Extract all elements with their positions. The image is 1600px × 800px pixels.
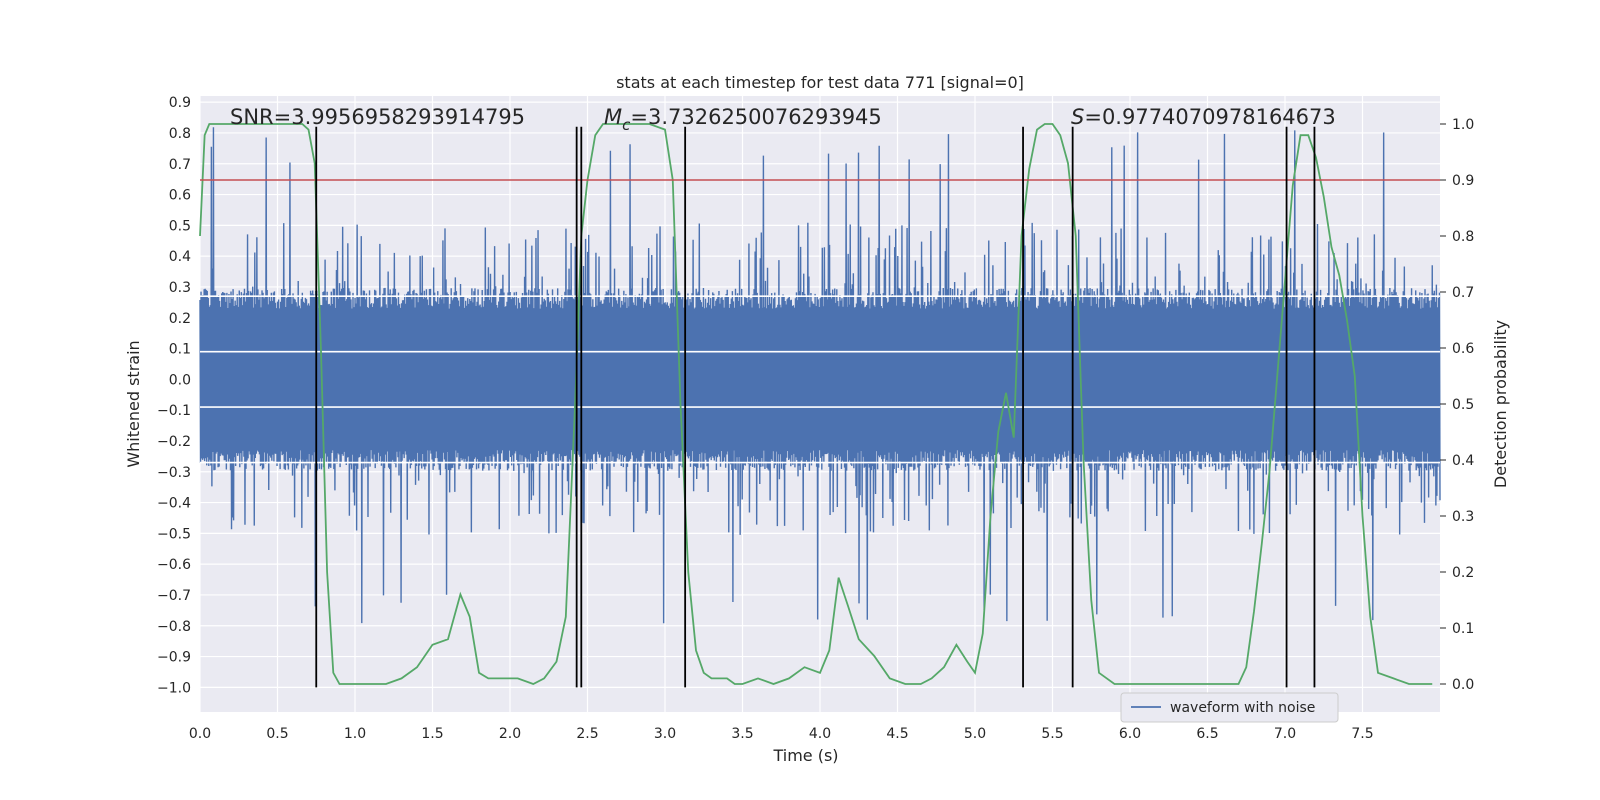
x-tick-label: 4.5 — [886, 726, 908, 742]
chart-title: stats at each timestep for test data 771… — [616, 73, 1024, 92]
x-axis-label: Time (s) — [772, 746, 838, 765]
y-tick-label: 0.4 — [169, 249, 191, 265]
y-tick-label: −0.5 — [157, 526, 191, 542]
y-axis-label: Whitened strain — [124, 340, 143, 467]
legend-label: waveform with noise — [1170, 700, 1315, 716]
y-tick-label: −0.1 — [157, 403, 191, 419]
y2-tick-label: 0.1 — [1452, 621, 1474, 637]
y-tick-label: 0.3 — [169, 280, 191, 296]
y2-tick-label: 0.2 — [1452, 565, 1474, 581]
y-tick-label: −0.4 — [157, 496, 191, 512]
y2-tick-label: 1.0 — [1452, 117, 1474, 133]
x-tick-label: 1.5 — [421, 726, 443, 742]
chirp-mass-value: =3.7326250076293945 — [630, 105, 881, 129]
y-tick-label: 0.6 — [169, 188, 191, 204]
y-tick-label: −0.9 — [157, 650, 191, 666]
x-tick-label: 7.5 — [1351, 726, 1373, 742]
y-tick-label: 0.0 — [169, 372, 191, 388]
x-tick-label: 2.5 — [576, 726, 598, 742]
overlay-grid — [200, 295, 1440, 464]
y2-ticks: 1.0 0.9 0.8 0.7 0.6 0.5 0.4 0.3 0.2 0.1 0.0 — [1440, 117, 1474, 693]
legend-box — [1120, 692, 1339, 723]
y2-tick-label: 0.0 — [1452, 677, 1474, 693]
y-tick-label: −0.7 — [157, 588, 191, 604]
y-tick-label: −0.3 — [157, 465, 191, 481]
chirp-mass-symbol: M — [604, 105, 622, 129]
chirp-mass-subscript: c — [622, 116, 631, 134]
probability-curve — [199, 123, 1433, 685]
x-tick-label: 6.0 — [1119, 726, 1141, 742]
y-tick-label: −1.0 — [157, 680, 191, 696]
x-tick-label: 3.5 — [731, 726, 753, 742]
x-tick-label: 7.0 — [1274, 726, 1296, 742]
snr-annotation: SNR=3.9956958293914795 — [230, 105, 525, 129]
s-annotation: S=0.9774070978164673 — [1071, 105, 1336, 129]
y-tick-label: 0.9 — [169, 95, 191, 111]
y2-tick-label: 0.3 — [1452, 509, 1474, 525]
y-tick-label: −0.2 — [157, 434, 191, 450]
y2-tick-label: 0.9 — [1452, 173, 1474, 189]
y2-tick-label: 0.7 — [1452, 285, 1474, 301]
x-tick-label: 0.0 — [189, 726, 211, 742]
y2-tick-label: 0.6 — [1452, 341, 1474, 357]
y2-tick-label: 0.8 — [1452, 229, 1474, 245]
y2-tick-label: 0.4 — [1452, 453, 1474, 469]
y-tick-label: 0.1 — [169, 342, 191, 358]
s-value: =0.9774070978164673 — [1084, 105, 1335, 129]
y-tick-label: 0.7 — [169, 157, 191, 173]
x-ticks: 0.0 0.5 1.0 1.5 2.0 2.5 3.0 3.5 4.0 4.5 5.0 5.5 6.0 6… — [189, 726, 1374, 742]
s-symbol: S — [1071, 105, 1084, 129]
y2-tick-label: 0.5 — [1452, 397, 1474, 413]
x-tick-label: 2.0 — [499, 726, 521, 742]
noise-waveform — [199, 127, 1441, 624]
x-tick-label: 5.5 — [1041, 726, 1063, 742]
x-tick-label: 1.0 — [344, 726, 366, 742]
y-tick-label: 0.8 — [169, 126, 191, 142]
noise-trace — [199, 127, 1441, 624]
x-tick-label: 0.5 — [266, 726, 288, 742]
y-tick-label: −0.6 — [157, 557, 191, 573]
x-tick-label: 3.0 — [654, 726, 676, 742]
y2-axis-label: Detection probability — [1491, 320, 1510, 488]
x-tick-label: 4.0 — [809, 726, 831, 742]
legend: waveform with noise — [1120, 692, 1339, 723]
x-tick-label: 6.5 — [1196, 726, 1218, 742]
vertical-lines — [315, 126, 1316, 688]
y-tick-label: −0.8 — [157, 619, 191, 635]
y-tick-label: 0.5 — [169, 218, 191, 234]
probability-line — [199, 123, 1433, 685]
y-ticks: 0.9 0.8 0.7 0.6 0.5 0.4 0.3 0.2 0.1 0.0 −0.1 −0.2 −0… — [157, 95, 191, 696]
x-tick-label: 5.0 — [964, 726, 986, 742]
chirp-mass-annotation: Mc=3.7326250076293945 — [604, 105, 882, 134]
y-tick-label: 0.2 — [169, 311, 191, 327]
